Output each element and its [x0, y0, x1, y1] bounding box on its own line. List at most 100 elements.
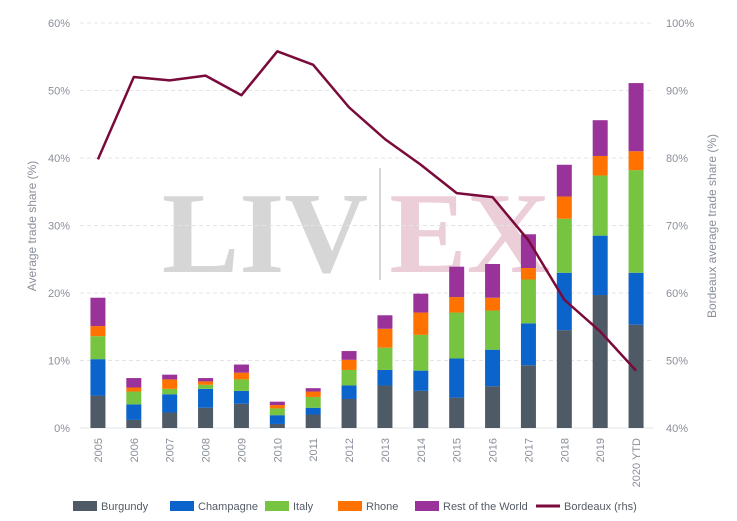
bar-champagne: [413, 370, 429, 391]
bar-burgundy: [305, 414, 321, 428]
bar-champagne: [269, 415, 285, 424]
bar-champagne: [377, 369, 393, 386]
y-axis-right-ticks: 40% 50% 60% 70% 80% 90% 100%: [666, 18, 694, 435]
bar-rhone: [90, 326, 106, 337]
bar-champagne: [556, 272, 572, 331]
bar-italy: [592, 175, 608, 236]
bar-rest-of-the-world: [198, 378, 214, 382]
legend-label-champagne: Champagne: [198, 501, 258, 513]
bar-burgundy: [341, 398, 357, 428]
bar-rest-of-the-world: [485, 263, 501, 298]
legend-label-burgundy: Burgundy: [101, 501, 149, 513]
y-right-tick-label: 100%: [666, 18, 694, 30]
x-tick-label: 2006: [129, 438, 141, 462]
y-right-tick-label: 80%: [666, 153, 688, 165]
bar-italy: [233, 379, 249, 391]
legend: Burgundy Champagne Italy Rhone Rest of the W…: [73, 501, 637, 513]
bar-burgundy: [628, 324, 644, 428]
y-right-tick-label: 50%: [666, 356, 688, 368]
bar-burgundy: [485, 386, 501, 428]
x-tick-label: 2015: [452, 438, 464, 462]
bar-rest-of-the-world: [520, 234, 536, 269]
bar-italy: [90, 336, 106, 360]
bar-rest-of-the-world: [126, 378, 142, 388]
bar-rhone: [162, 379, 178, 389]
x-tick-label: 2005: [93, 438, 105, 462]
bar-champagne: [592, 235, 608, 296]
x-tick-label: 2009: [236, 438, 248, 462]
bar-burgundy: [449, 397, 465, 428]
bar-champagne: [162, 394, 178, 413]
bar-rhone: [520, 268, 536, 280]
bar-champagne: [341, 385, 357, 399]
bar-italy: [449, 312, 465, 359]
bar-rhone: [413, 312, 429, 335]
bar-italy: [520, 279, 536, 324]
bar-burgundy: [198, 407, 214, 428]
bar-rest-of-the-world: [90, 297, 106, 327]
bars: [90, 83, 644, 428]
bar-rest-of-the-world: [377, 315, 393, 329]
bar-italy: [485, 310, 501, 350]
bar-rhone: [449, 297, 465, 313]
bar-rest-of-the-world: [592, 120, 608, 156]
bar-rhone: [485, 297, 501, 311]
x-tick-label: 2013: [380, 438, 392, 462]
bar-burgundy: [162, 412, 178, 428]
bar-italy: [628, 170, 644, 273]
line-bordeaux: [96, 50, 637, 372]
bar-italy: [305, 396, 321, 408]
y-left-tick-label: 30%: [48, 221, 70, 233]
bar-rest-of-the-world: [449, 266, 465, 298]
legend-swatch-rest-of-the-world: [415, 501, 439, 511]
x-tick-label: 2014: [416, 438, 428, 462]
bar-italy: [377, 347, 393, 370]
x-tick-label: 2019: [595, 438, 607, 462]
bar-burgundy: [520, 365, 536, 428]
y-right-tick-label: 40%: [666, 423, 688, 435]
y-right-tick-label: 90%: [666, 86, 688, 98]
bar-rhone: [233, 372, 249, 380]
bar-burgundy: [592, 295, 608, 428]
legend-label-bordeaux-rhs-: Bordeaux (rhs): [564, 501, 637, 513]
bar-italy: [341, 369, 357, 386]
bar-italy: [556, 218, 572, 273]
bar-rest-of-the-world: [628, 83, 644, 152]
x-tick-label: 2016: [488, 438, 500, 462]
bar-burgundy: [233, 403, 249, 428]
bar-rhone: [556, 196, 572, 219]
y-left-tick-label: 50%: [48, 86, 70, 98]
bar-burgundy: [269, 423, 285, 428]
bar-italy: [126, 391, 142, 405]
bar-burgundy: [126, 419, 142, 428]
legend-swatch-rhone: [338, 501, 362, 511]
x-tick-label: 2011: [308, 438, 320, 462]
y-axis-right-title: Bordeaux average trade share (%): [705, 134, 719, 318]
bar-rest-of-the-world: [162, 374, 178, 380]
y-left-tick-label: 40%: [48, 153, 70, 165]
bar-rhone: [592, 155, 608, 176]
bar-champagne: [198, 388, 214, 408]
bar-rhone: [198, 381, 214, 385]
watermark: LIV EX: [162, 168, 551, 298]
legend-label-rhone: Rhone: [366, 501, 398, 513]
bar-champagne: [485, 349, 501, 387]
x-axis-ticks: 2005 2006 2007 2008 2009 2010 2011 2012 2013 2014…: [93, 438, 643, 487]
bar-rest-of-the-world: [413, 293, 429, 313]
bar-italy: [269, 408, 285, 416]
x-tick-label: 2018: [559, 438, 571, 462]
bar-rhone: [341, 359, 357, 370]
x-tick-label: 2012: [344, 438, 356, 462]
bar-italy: [413, 334, 429, 371]
bar-rest-of-the-world: [269, 401, 285, 406]
y-right-tick-label: 70%: [666, 221, 688, 233]
bar-rhone: [269, 405, 285, 409]
bar-champagne: [520, 323, 536, 366]
x-tick-label: 2008: [201, 438, 213, 462]
legend-label-rest-of-the-world: Rest of the World: [443, 501, 528, 513]
bar-champagne: [126, 404, 142, 420]
bar-champagne: [628, 272, 644, 325]
y-axis-left-title: Average trade share (%): [25, 161, 39, 292]
legend-swatch-champagne: [170, 501, 194, 511]
